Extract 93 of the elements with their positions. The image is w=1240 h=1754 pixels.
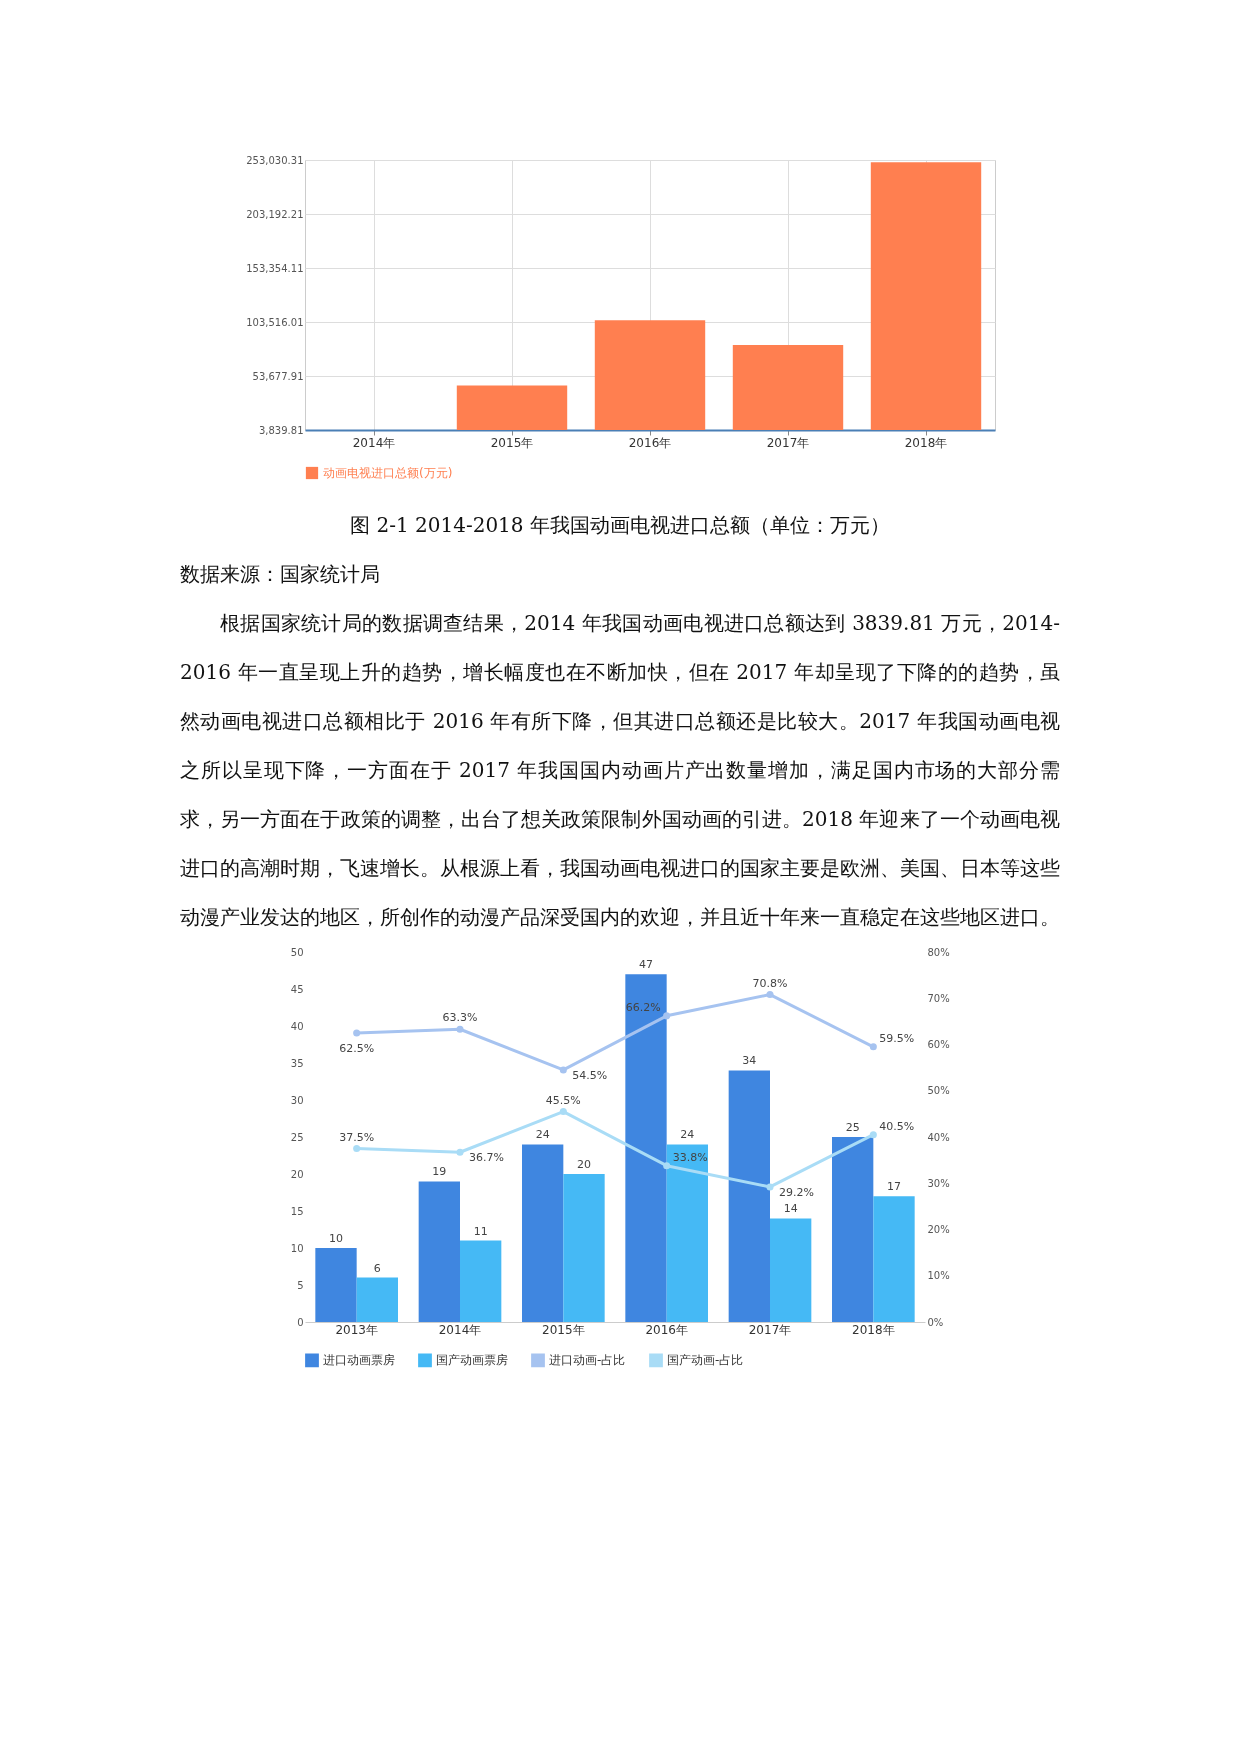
y2-tick-label: 60% <box>927 1039 950 1050</box>
bar <box>563 1174 605 1322</box>
legend-label: 进口动画-占比 <box>549 1353 626 1368</box>
data-label: 54.5% <box>572 1068 608 1082</box>
point <box>353 1145 361 1153</box>
x-tick-label: 2014年 <box>352 435 396 450</box>
y2-tick-label: 30% <box>927 1177 950 1189</box>
bar <box>770 1218 812 1322</box>
x-tick-label: 2015年 <box>490 435 534 450</box>
y-tick-label: 35 <box>290 1057 304 1069</box>
legend-label: 进口动画票房 <box>323 1353 395 1368</box>
point <box>869 1131 877 1139</box>
data-label: 6 <box>373 1261 381 1275</box>
data-label: 19 <box>432 1165 447 1179</box>
y-tick-label: 103,516.01 <box>246 316 304 328</box>
y-tick-label: 10 <box>290 1242 304 1254</box>
data-label: 45.5% <box>545 1093 581 1107</box>
bar <box>832 1137 874 1322</box>
y-tick-label: 45 <box>290 983 304 995</box>
y-tick-label: 25 <box>290 1131 304 1143</box>
data-label: 59.5% <box>879 1031 915 1045</box>
y2-tick-label: 40% <box>927 1131 950 1143</box>
y-tick-label: 20 <box>290 1168 304 1180</box>
x-tick-label: 2017年 <box>748 1322 792 1337</box>
data-label: 29.2% <box>779 1185 814 1199</box>
data-label: 24 <box>680 1128 695 1142</box>
point <box>663 1012 671 1020</box>
data-label: 70.8% <box>752 976 788 990</box>
point <box>559 1108 567 1116</box>
point <box>663 1162 671 1170</box>
y2-tick-label: 10% <box>927 1270 950 1282</box>
point <box>559 1066 567 1074</box>
bar <box>315 1248 357 1322</box>
data-label: 14 <box>783 1202 798 1216</box>
y-tick-label: 15 <box>290 1205 304 1217</box>
x-tick-label: 2013年 <box>335 1322 378 1337</box>
data-label: 34 <box>742 1054 757 1068</box>
point <box>456 1025 464 1033</box>
bar <box>625 974 667 1322</box>
x-tick-label: 2015年 <box>542 1322 585 1337</box>
y-tick-label: 203,192.21 <box>246 208 304 220</box>
caption: 图 2-1 2014-2018 年我国动画电视进口总额（单位：万元） <box>349 512 891 539</box>
text: 根据国家统计局的数据调查结果，2014 年我国动画电视进口总额达到 3839.81 万元，2014-2016 年一直呈现上升的趋势，增长幅度也在不断加快，但在 2017 年却呈现了下降的的趋势，虽然动画电视进口总额相比于 2016 年有所下降，但其进口总额还是比较大。2017 年我国动画电视之所以呈现下降，一方面在于 2017 年我国国内动画片产出数量增加，满足国内市场的大部分需求，另一方面在于政策的调整，出台了想关政策限制外国动画的引进。2018 年迎来了一个动画电视进口的高潮时期，飞速增长。从根源上看，我国动画电视进口的国家主要是欧洲、美国、日本等这些动漫产业发达的地区，所创作的动漫产品深受国内的欢迎，并且近十年来一直稳定在这些地区进口。 <box>180 611 1060 929</box>
bar <box>522 1144 564 1322</box>
data-label: 62.5% <box>339 1041 375 1055</box>
y-tick-label: 40 <box>290 1020 304 1032</box>
y-tick-label: 153,354.11 <box>246 262 304 274</box>
data-label: 20 <box>577 1158 591 1171</box>
point <box>869 1043 877 1051</box>
y-tick-label: 53,677.91 <box>252 370 304 382</box>
y-tick-label: 30 <box>290 1094 304 1106</box>
y2-tick-label: 70% <box>927 992 950 1004</box>
legend-label: 动画电视进口总额(万元) <box>323 466 453 480</box>
y2-tick-label: 80% <box>927 946 950 958</box>
bar <box>356 1277 398 1322</box>
bar <box>666 1144 708 1322</box>
bar <box>460 1240 502 1322</box>
legend-label: 国产动画票房 <box>436 1353 508 1368</box>
source-note: 数据来源：国家统计局 <box>180 561 381 588</box>
data-label: 11 <box>473 1224 488 1238</box>
data-label: 33.8% <box>672 1150 708 1164</box>
point <box>353 1029 361 1037</box>
y2-tick-label: 20% <box>927 1224 950 1235</box>
data-label: 37.5% <box>339 1130 375 1144</box>
data-label: 63.3% <box>442 1011 478 1025</box>
y-tick-label: 0 <box>297 1316 304 1328</box>
point <box>766 1183 774 1191</box>
data-label: 47 <box>639 958 653 972</box>
data-label: 10 <box>329 1232 343 1245</box>
x-tick-label: 2016年 <box>628 435 672 450</box>
bar <box>873 1196 915 1322</box>
y-tick-label: 50 <box>290 946 304 958</box>
y-tick-label: 253,030.31 <box>246 154 304 166</box>
x-tick-label: 2018年 <box>852 1322 895 1337</box>
y-tick-label: 5 <box>297 1279 304 1291</box>
data-label: 17 <box>887 1180 901 1194</box>
y-tick-label: 3,839.81 <box>258 424 304 436</box>
y2-tick-label: 50% <box>927 1085 950 1097</box>
bar <box>418 1181 460 1322</box>
x-tick-label: 2014年 <box>438 1322 482 1337</box>
data-label: 36.7% <box>469 1151 504 1165</box>
x-tick-label: 2016年 <box>645 1322 688 1337</box>
bar <box>728 1070 770 1322</box>
x-tick-label: 2017年 <box>766 435 810 450</box>
legend-label: 国产动画-占比 <box>667 1353 744 1368</box>
x-tick-label: 2018年 <box>904 435 948 450</box>
y2-tick-label: 0% <box>927 1316 944 1328</box>
data-label: 40.5% <box>879 1119 915 1133</box>
data-label: 66.2% <box>625 1000 661 1014</box>
data-label: 25 <box>845 1121 860 1134</box>
point <box>456 1148 464 1156</box>
point <box>766 991 774 999</box>
data-label: 24 <box>535 1128 550 1142</box>
